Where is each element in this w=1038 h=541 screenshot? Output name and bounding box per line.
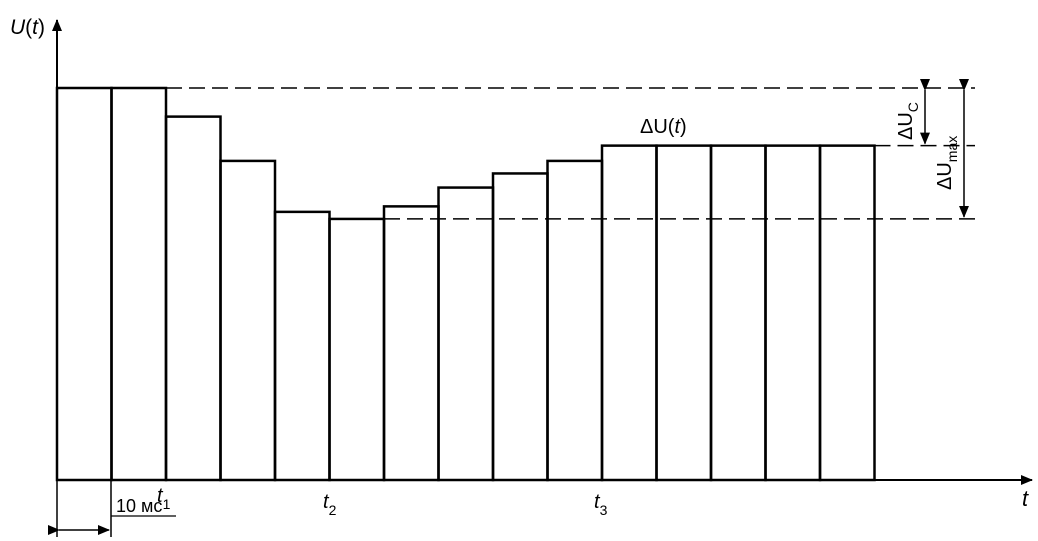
bar-segment [546, 159, 604, 482]
bar-segment [328, 217, 386, 482]
bar-segment [655, 144, 713, 482]
delta-u-t-label: ΔU(t) [640, 116, 687, 138]
bar-segment [382, 205, 440, 482]
bar-segment [219, 159, 277, 482]
interval-label: 10 мс [116, 496, 162, 516]
x-axis-label: t [1022, 486, 1029, 511]
bar-segment [709, 144, 767, 482]
bar-segment [110, 86, 168, 482]
bar-segment [55, 86, 113, 482]
bar-group [55, 86, 876, 482]
delta-uc-label: ΔUC [895, 102, 921, 140]
bar-segment [600, 144, 658, 482]
bar-segment [818, 144, 876, 482]
t1-label: t1 [157, 485, 171, 512]
delta-umax-label: ΔUmax [934, 136, 960, 190]
t2-label: t2 [323, 491, 337, 518]
y-axis-label: U(t) [10, 16, 45, 39]
bar-segment [164, 115, 222, 482]
bar-segment [273, 210, 331, 482]
bar-segment [437, 186, 495, 482]
bar-segment [764, 144, 822, 482]
t3-label: t3 [594, 491, 608, 518]
